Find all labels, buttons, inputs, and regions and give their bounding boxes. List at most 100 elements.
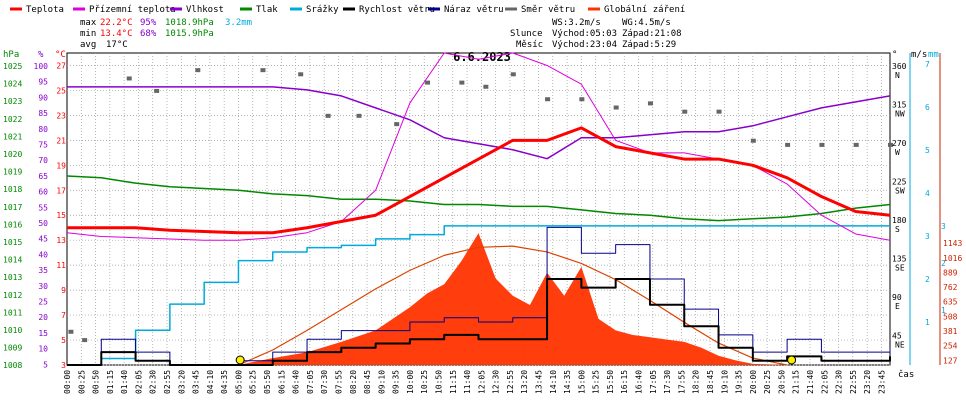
stats-max-temp: 22.2°C	[100, 18, 133, 28]
x-tick-label: 13:20	[520, 370, 529, 394]
stats-block: max 22.2°C 95% 1018.9hPa 3.2mm min 13.4°…	[80, 18, 252, 50]
legend-label: Vlhkost	[186, 5, 224, 15]
ms-unit: m/s	[911, 50, 927, 60]
pct-tick-label: 85	[38, 109, 48, 118]
x-tick-label: 05:50	[263, 370, 272, 394]
wind-direction-mark	[356, 113, 362, 118]
x-tick-label: 19:10	[720, 370, 729, 394]
x-tick-label: 23:20	[863, 370, 872, 394]
rain-line	[67, 225, 890, 366]
hpa-tick-label: 1025	[3, 62, 22, 71]
x-tick-label: 12:55	[506, 370, 515, 394]
wind-direction-mark	[510, 72, 516, 77]
x-tick-label: 12:05	[477, 370, 486, 394]
wind-direction-mark	[394, 122, 400, 127]
pct-tick-label: 25	[38, 298, 48, 307]
pressure-line	[66, 175, 891, 222]
stats-max-label: max	[80, 18, 97, 28]
x-tick-label: 02:30	[149, 370, 158, 394]
x-tick-label: 02:55	[163, 370, 172, 394]
x-tick-label: 22:05	[820, 370, 829, 394]
x-axis-label: čas	[898, 369, 914, 380]
x-tick-label: 09:10	[377, 370, 386, 394]
hpa-tick-label: 1018	[3, 185, 22, 194]
wind-direction-mark	[298, 72, 304, 77]
pct-tick-label: 60	[38, 188, 48, 197]
hpa-unit: hPa	[3, 50, 19, 60]
sun-marker	[787, 355, 797, 365]
chart-title: 6.6.2023	[453, 50, 511, 64]
dir-cardinal-label: N	[895, 71, 900, 80]
wind-direction-mark	[888, 142, 893, 147]
pct-tick-label: 80	[38, 125, 48, 134]
x-tick-label: 07:05	[306, 370, 315, 394]
dir-unit: °	[892, 50, 897, 60]
pct-tick-label: 65	[38, 172, 48, 181]
pct-tick-label: 5	[43, 360, 48, 369]
x-tick-label: 04:10	[206, 370, 215, 394]
info-sun-rise: Východ:05:03	[552, 29, 617, 39]
stats-avg-label: avg	[80, 40, 96, 50]
x-tick-label: 17:05	[649, 370, 658, 394]
hpa-tick-label: 1009	[3, 344, 22, 353]
hpa-tick-label: 1023	[3, 97, 22, 106]
pct-tick-label: 50	[38, 219, 48, 228]
wind-direction-mark	[545, 97, 551, 102]
pct-tick-label: 30	[38, 282, 48, 291]
wind-direction-mark	[195, 68, 201, 73]
rad-tick-label: 508	[943, 312, 958, 321]
hpa-tick-label: 1008	[3, 361, 22, 370]
pct-tick-label: 55	[38, 203, 48, 212]
x-tick-label: 19:35	[735, 370, 744, 394]
hpa-tick-label: 1016	[3, 220, 22, 229]
pct-unit: %	[38, 50, 44, 60]
rad-tick-label: 1016	[943, 254, 962, 263]
wind-speed-line	[67, 278, 891, 366]
info-block: WS:3.2m/s WG:4.5m/s Slunce Východ:05:03 …	[510, 18, 682, 50]
mm-unit: mm	[928, 50, 939, 60]
wind-direction-mark	[154, 88, 160, 93]
pct-tick-label: 10	[38, 345, 48, 354]
hpa-tick-label: 1012	[3, 291, 22, 300]
temp-tick-label: 7	[61, 311, 66, 320]
plot-area	[66, 52, 893, 366]
x-tick-label: 01:15	[106, 370, 115, 394]
rad-tick-label: 381	[943, 327, 958, 336]
x-tick-label: 18:45	[706, 370, 715, 394]
dir-tick-label: 225	[892, 178, 907, 187]
radiation-area	[67, 233, 890, 365]
wind-direction-mark	[647, 101, 653, 106]
x-tick-label: 13:45	[535, 370, 544, 394]
info-ws: WS:3.2m/s	[552, 18, 601, 28]
temp-tick-label: 3	[61, 361, 66, 370]
x-tick-label: 03:20	[177, 370, 186, 394]
dir-cardinal-label: E	[895, 302, 900, 311]
x-tick-label: 07:55	[334, 370, 343, 394]
stats-max-rain: 3.2mm	[225, 18, 252, 28]
sun-marker	[235, 355, 245, 365]
dir-cardinal-label: NW	[895, 110, 905, 119]
temp-tick-label: 17	[56, 186, 66, 195]
mm-tick-label: 1	[941, 306, 946, 315]
dir-cardinal-label: S	[895, 225, 900, 234]
x-tick-label: 17:30	[663, 370, 672, 394]
hpa-tick-label: 1021	[3, 132, 22, 141]
x-tick-label: 06:40	[292, 370, 301, 394]
temp-tick-label: 23	[56, 111, 66, 120]
temp-tick-label: 5	[61, 336, 66, 345]
axes: 00:00 00:25 00:50 01:15 01:40 02:05 02:30 02:55…	[3, 50, 962, 394]
x-tick-label: 09:35	[392, 370, 401, 394]
stats-min-temp: 13.4°C	[100, 29, 133, 39]
x-tick-label: 10:25	[420, 370, 429, 394]
pct-tick-label: 90	[38, 93, 48, 102]
x-tick-label: 15:25	[592, 370, 601, 394]
x-tick-label: 06:15	[277, 370, 286, 394]
x-tick-label: 16:15	[620, 370, 629, 394]
x-tick-label: 17:55	[677, 370, 686, 394]
hpa-tick-label: 1024	[3, 80, 22, 89]
wind-direction-mark	[260, 68, 266, 73]
temp-tick-label: 15	[56, 211, 66, 220]
legend-label: Rychlost větru	[359, 5, 435, 15]
wind-direction-mark	[579, 97, 585, 102]
